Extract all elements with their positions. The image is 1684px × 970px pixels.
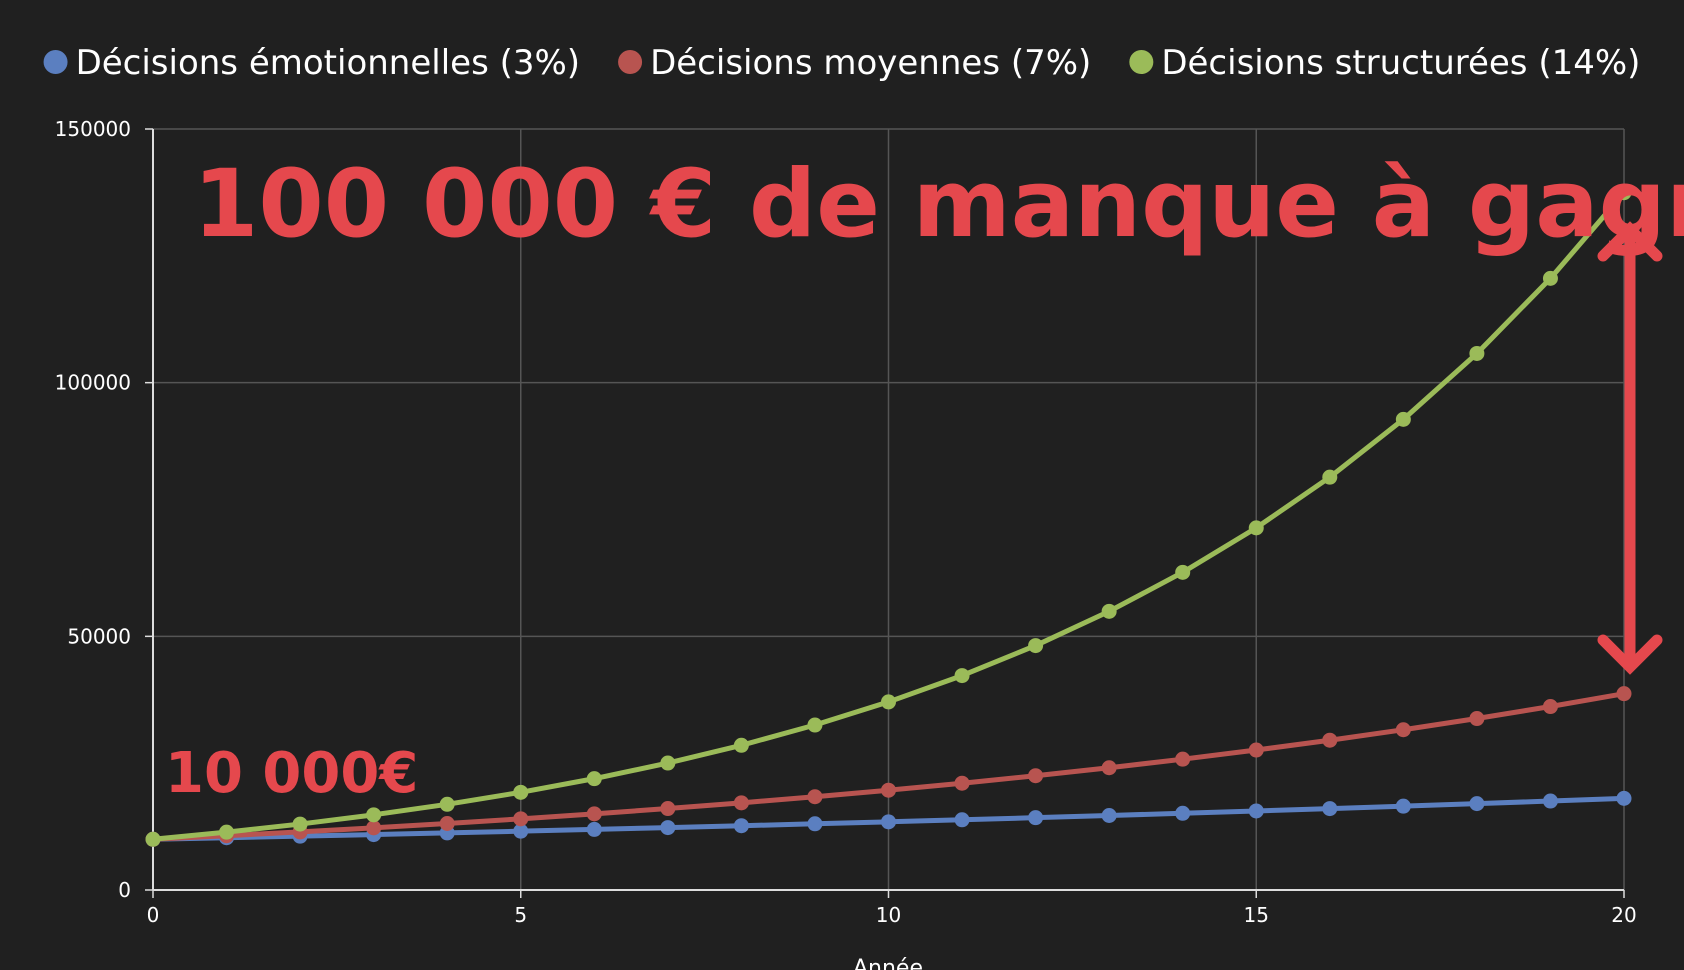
data-point [1101, 760, 1117, 776]
legend-item: Décisions structurées (14%) [1129, 43, 1640, 83]
data-point [439, 815, 455, 831]
data-point [881, 814, 896, 830]
data-point [513, 811, 529, 827]
data-point [1616, 790, 1632, 806]
data-point [439, 796, 455, 812]
data-point [954, 812, 970, 828]
legend-label: Décisions émotionnelles (3%) [76, 43, 581, 83]
data-point [1542, 270, 1558, 286]
data-point [1028, 638, 1044, 654]
x-tick-label: 15 [1244, 903, 1269, 927]
data-point [1469, 345, 1485, 361]
data-point [807, 717, 823, 733]
data-point [1101, 603, 1117, 619]
data-point [881, 694, 896, 710]
data-point [1469, 796, 1485, 812]
data-point [586, 806, 602, 822]
legend-label: Décisions structurées (14%) [1161, 43, 1640, 83]
legend-item: Décisions émotionnelles (3%) [43, 43, 581, 83]
data-point [954, 775, 970, 791]
x-tick-label: 10 [876, 903, 901, 927]
y-tick-label: 100000 [55, 371, 131, 395]
data-point [1248, 803, 1264, 819]
data-point [1175, 751, 1191, 767]
data-point [807, 816, 823, 832]
data-point [1322, 732, 1338, 748]
start-annotation: 10 000€ [165, 741, 418, 806]
data-point [1322, 801, 1338, 817]
data-point [586, 821, 602, 837]
data-point [660, 755, 676, 771]
data-point [1028, 810, 1044, 826]
data-point [660, 801, 676, 817]
data-point [1616, 686, 1632, 702]
y-tick-label: 150000 [55, 117, 131, 141]
data-point [733, 795, 749, 811]
data-point [1101, 807, 1117, 823]
gap-annotation: 100 000 € de manque à gagner [193, 150, 1684, 259]
x-tick-label: 0 [147, 903, 160, 927]
data-point [881, 782, 896, 798]
data-point [660, 820, 676, 836]
y-tick-label: 0 [118, 878, 131, 902]
y-tick-label: 50000 [67, 624, 131, 648]
data-point [1248, 742, 1264, 758]
data-point [1248, 520, 1264, 536]
data-point [1028, 768, 1044, 784]
data-point [1542, 699, 1558, 715]
data-point [1542, 793, 1558, 809]
data-point [1469, 711, 1485, 727]
data-point [1322, 469, 1338, 485]
data-point [733, 818, 749, 834]
data-point [366, 807, 382, 823]
legend-swatch [1129, 50, 1154, 74]
data-point [807, 789, 823, 805]
x-tick-label: 20 [1611, 903, 1636, 927]
data-point [733, 737, 749, 753]
data-point [954, 668, 970, 684]
data-point [513, 784, 529, 800]
data-point [219, 824, 235, 840]
legend-item: Décisions moyennes (7%) [618, 43, 1091, 83]
x-axis-label: Année [853, 956, 923, 970]
data-point [366, 820, 382, 836]
data-point [1175, 564, 1191, 580]
data-point [292, 816, 308, 832]
legend-swatch [618, 50, 643, 74]
gap-arrow [1597, 221, 1663, 675]
data-point [1616, 185, 1632, 201]
legend-label: Décisions moyennes (7%) [650, 43, 1091, 83]
data-point [586, 771, 602, 787]
data-point [513, 823, 529, 839]
x-tick-label: 5 [514, 903, 527, 927]
data-point [1395, 798, 1411, 814]
data-point [1395, 722, 1411, 738]
legend-swatch [43, 50, 68, 74]
data-point [145, 831, 161, 847]
data-point [1175, 805, 1191, 821]
data-point [1395, 411, 1411, 427]
